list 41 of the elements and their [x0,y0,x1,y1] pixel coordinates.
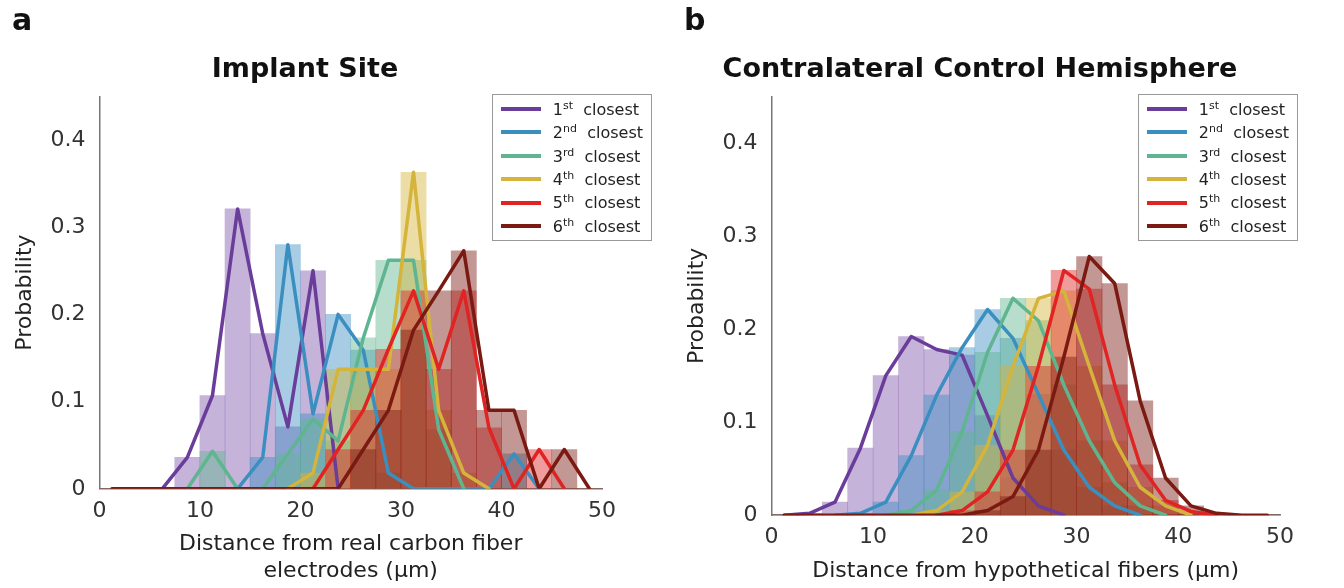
y-tick-label: 0.3 [722,221,758,247]
legend-label: 5$^{th}$ closest [1198,192,1287,213]
y-tick-label: 0.1 [722,407,758,433]
text: b [684,2,706,37]
x-axis-title: Distance from real carbon fiber electrodes (μm) [178,530,524,582]
y-tick-label: 0.1 [50,387,86,413]
x-tick-label: 20 [286,496,315,522]
x-tick-label: 40 [487,496,516,522]
x-tick-label: 50 [588,496,616,522]
y-tick-label: 0.3 [50,212,86,238]
legend-label: 1$^{st}$ closest [552,98,640,120]
y-tick-label: 0.2 [722,314,758,340]
legend-label: 1$^{st}$ closest [1198,98,1286,120]
x-tick-label: 10 [185,496,214,522]
chart-title: Contralateral Control Hemisphere [722,52,1238,84]
legend-label: 2$^{nd}$ closest [552,122,643,143]
x-tick-label: 10 [859,523,888,549]
y-tick-label: 0.4 [50,125,86,151]
legend-label: 3$^{rd}$ closest [552,145,641,167]
x-tick-label: 0 [92,496,107,522]
x-axis-title: Distance from hypothetical fibers (μm) [812,556,1240,582]
legend-label: 6$^{th}$ closest [1198,215,1287,237]
legend-label: 3$^{rd}$ closest [1198,145,1287,167]
legend-label: 4$^{th}$ closest [552,169,641,190]
y-tick-label: 0 [71,474,86,500]
x-tick-label: 0 [764,523,779,549]
chart-title: Implant Site [211,52,399,84]
y-tick-label: 0.4 [722,128,758,154]
legend-label: 5$^{th}$ closest [552,192,641,213]
y-axis-title: Probability [10,234,36,351]
legend-label: 2$^{nd}$ closest [1198,122,1289,143]
x-tick-label: 30 [386,496,415,522]
text: a [12,2,33,37]
x-tick-label: 20 [960,523,989,549]
x-tick-label: 30 [1062,523,1091,549]
legend-label: 4$^{th}$ closest [1198,169,1287,190]
x-tick-label: 50 [1266,523,1294,549]
x-tick-label: 40 [1164,523,1193,549]
legend-label: 6$^{th}$ closest [552,215,641,237]
y-tick-label: 0.2 [50,300,86,326]
y-axis-title: Probability [682,247,708,364]
